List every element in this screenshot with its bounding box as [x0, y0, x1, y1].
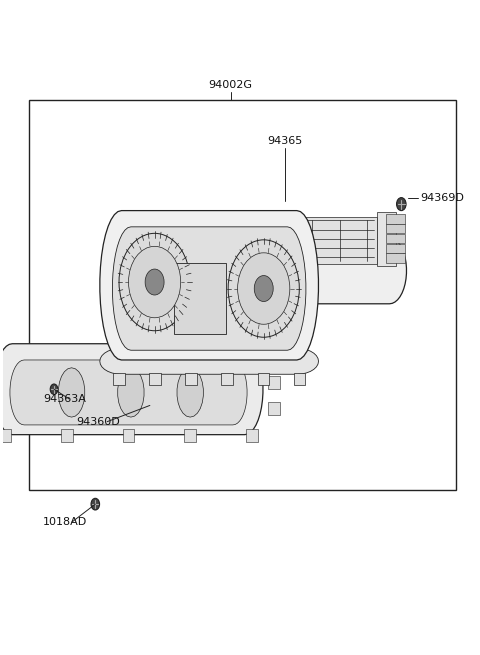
Polygon shape [258, 373, 269, 384]
Polygon shape [10, 360, 247, 425]
Polygon shape [135, 220, 153, 233]
Circle shape [50, 384, 58, 394]
Polygon shape [123, 430, 134, 442]
Polygon shape [0, 430, 11, 442]
Polygon shape [386, 234, 405, 243]
Polygon shape [377, 212, 396, 266]
Polygon shape [149, 373, 161, 384]
Polygon shape [246, 430, 258, 442]
Polygon shape [59, 367, 85, 417]
Circle shape [396, 198, 406, 211]
Polygon shape [386, 244, 405, 253]
Polygon shape [0, 344, 263, 435]
Text: 94360D: 94360D [76, 417, 120, 426]
Polygon shape [165, 217, 377, 264]
Polygon shape [135, 238, 407, 304]
Bar [29, 100, 456, 490]
Text: 94369D: 94369D [420, 193, 464, 202]
Text: 94002G: 94002G [208, 81, 252, 90]
Polygon shape [100, 211, 318, 360]
Text: 94363A: 94363A [43, 394, 86, 404]
Ellipse shape [129, 246, 180, 318]
Circle shape [91, 498, 99, 510]
Ellipse shape [254, 276, 273, 301]
Ellipse shape [228, 240, 300, 337]
Polygon shape [184, 430, 196, 442]
Polygon shape [135, 245, 153, 257]
Polygon shape [268, 402, 280, 415]
Text: 94365: 94365 [267, 136, 303, 145]
Polygon shape [118, 367, 144, 417]
Polygon shape [61, 430, 72, 442]
Polygon shape [386, 214, 405, 223]
Polygon shape [386, 224, 405, 233]
Polygon shape [185, 373, 197, 384]
Ellipse shape [145, 269, 164, 295]
Polygon shape [177, 367, 204, 417]
Ellipse shape [238, 253, 290, 324]
Polygon shape [386, 253, 405, 263]
Polygon shape [268, 376, 280, 389]
Polygon shape [174, 263, 226, 334]
Polygon shape [113, 373, 125, 384]
Text: 1018AD: 1018AD [43, 517, 87, 527]
Polygon shape [112, 227, 306, 350]
Polygon shape [294, 373, 305, 384]
Ellipse shape [119, 233, 190, 331]
Polygon shape [100, 348, 319, 374]
Polygon shape [221, 373, 233, 384]
